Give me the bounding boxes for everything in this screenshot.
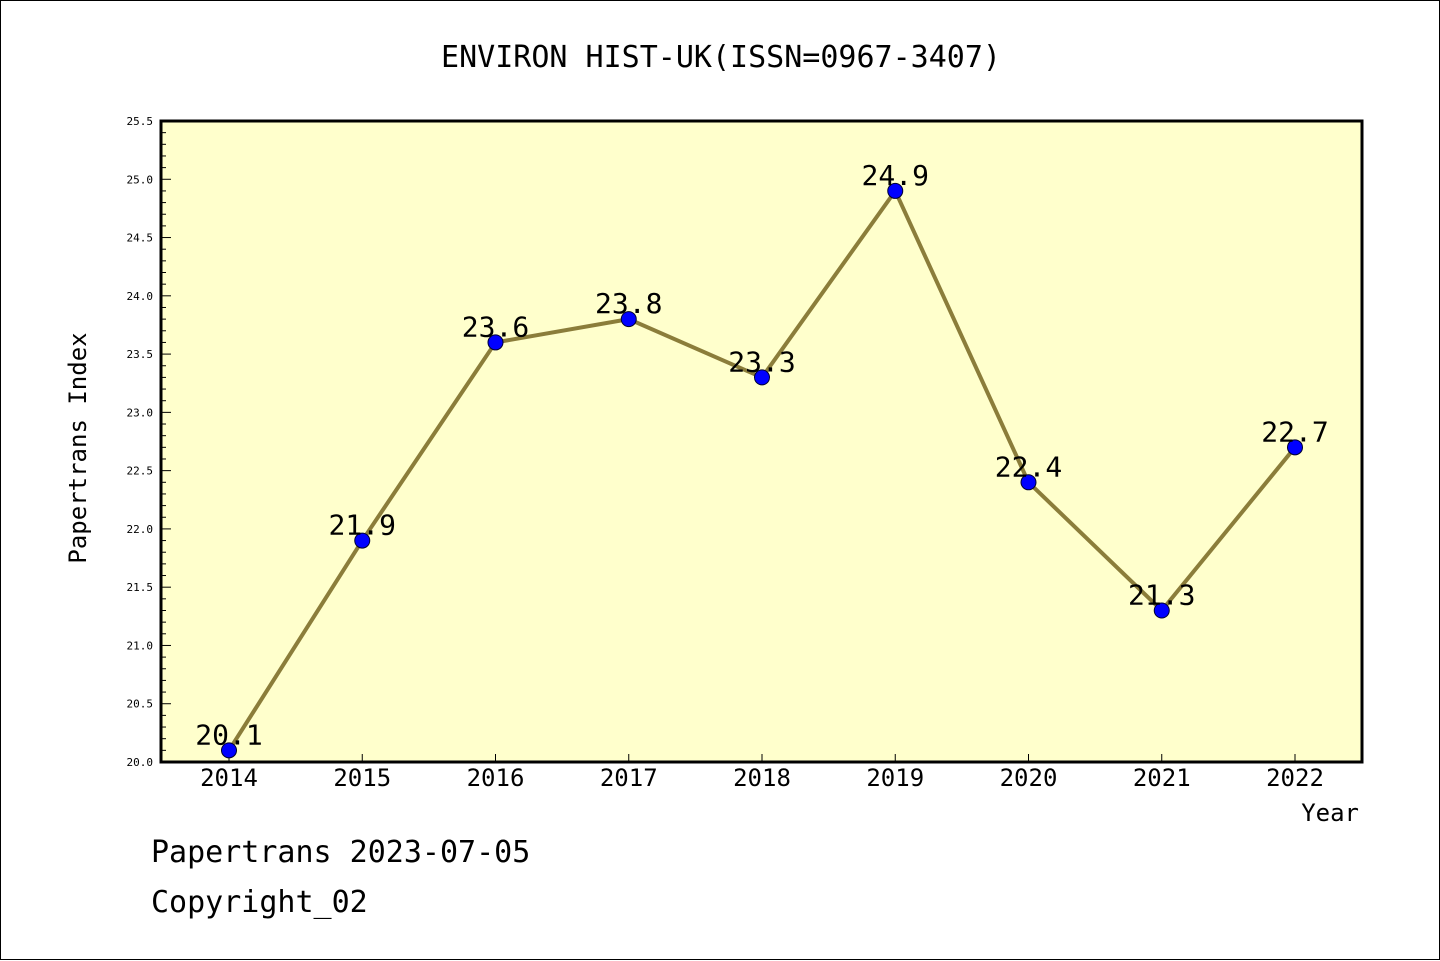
data-point (354, 532, 371, 549)
y-tick-label: 24.0 (127, 290, 154, 303)
data-labels: 20.1 21.9 23.6 23.8 23.3 24.9 22.4 21.3 22.7 (195, 159, 1328, 751)
x-tick-label: 2022 (1266, 764, 1324, 792)
y-tick-label: 23.0 (127, 406, 154, 419)
data-label: 23.6 (462, 310, 529, 343)
y-tick-label: 25.5 (127, 115, 154, 128)
series-markers (221, 182, 1303, 759)
chart-title: ENVIRON HIST-UK(ISSN=0967-3407) (441, 40, 1001, 75)
data-point (754, 369, 770, 386)
x-tick-label: 2019 (866, 764, 924, 792)
data-point (887, 182, 904, 199)
plot-area (159, 119, 1364, 764)
data-point (1020, 474, 1037, 491)
data-label: 22.4 (995, 450, 1062, 483)
data-label: 20.1 (195, 718, 262, 751)
data-point (1153, 602, 1170, 619)
y-tick-label: 21.5 (127, 581, 154, 594)
y-tick-label: 25.0 (127, 173, 154, 186)
data-label: 23.3 (728, 345, 795, 378)
x-axis-label: Year (1301, 799, 1359, 827)
data-label: 24.9 (862, 159, 929, 192)
source-caption: Papertrans 2023-07-05 (151, 835, 531, 870)
data-point (620, 311, 637, 328)
y-axis-label: Papertrans Index (64, 332, 92, 563)
data-label: 23.8 (595, 287, 662, 320)
x-tick-label: 2014 (200, 764, 258, 792)
y-tick-label: 22.5 (127, 465, 154, 478)
x-tick-label: 2018 (733, 764, 791, 792)
data-label: 21.3 (1128, 578, 1195, 611)
y-tick-label: 20.0 (127, 756, 154, 769)
y-axis: 20.0 20.5 21.0 21.5 22.0 22.5 23.0 23.5 24.0 24.5… (127, 115, 171, 769)
y-tick-label: 24.5 (127, 232, 154, 245)
data-label: 22.7 (1261, 415, 1328, 448)
x-tick-label: 2020 (1000, 764, 1058, 792)
x-tick-label: 2017 (600, 764, 658, 792)
data-point (1287, 439, 1303, 456)
y-tick-label: 22.0 (127, 523, 154, 536)
data-point (221, 742, 237, 759)
x-tick-label: 2015 (333, 764, 391, 792)
x-tick-label: 2016 (467, 764, 525, 792)
x-tick-label: 2021 (1133, 764, 1191, 792)
y-tick-label: 21.0 (127, 639, 154, 652)
x-axis: 2014 2015 2016 2017 2018 2019 2020 2021 2022 (200, 754, 1324, 792)
y-tick-label: 23.5 (127, 348, 154, 361)
data-point (487, 334, 504, 351)
y-tick-label: 20.5 (127, 698, 154, 711)
copyright-caption: Copyright_02 (151, 885, 368, 920)
data-label: 21.9 (329, 509, 396, 542)
